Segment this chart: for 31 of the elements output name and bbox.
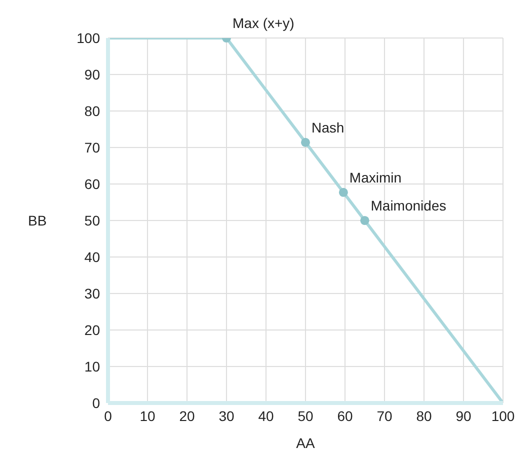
point [338,188,348,197]
x-tick-label: 50 [298,408,314,424]
annotation: Max (x+y) [232,15,294,31]
point [300,138,310,147]
y-tick-label: 90 [84,66,100,82]
annotation: Maximin [349,169,402,186]
x-tick-label: 20 [179,408,195,424]
annotation: Nash [312,119,344,136]
y-tick-label: 20 [84,322,100,338]
y-tick-label: 0 [92,394,100,411]
y-tick-label: 50 [84,212,100,228]
annotation: Maimonides [370,198,446,214]
y-tick-label: 10 [84,358,100,374]
x-tick-label: 30 [218,408,234,424]
y-tick-label: 30 [84,285,100,302]
x-tick-label: 90 [456,408,472,424]
y-tick-label: 40 [84,248,100,265]
y-tick-label: 100 [76,30,100,46]
x-tick-label: 60 [337,408,353,424]
x-tick-label: 100 [491,408,515,424]
x-tick-label: 40 [258,408,274,424]
x-tick-label: 70 [376,408,392,424]
y-tick-label: 80 [84,102,100,119]
y-axis-title: BB [28,212,47,228]
x-axis-title: AA [296,435,316,451]
x-tick-label: 10 [140,408,156,424]
x-tick-label: 80 [416,408,432,424]
x-tick-label: 0 [104,408,112,424]
y-tick-label: 60 [84,176,100,192]
y-tick-label: 70 [84,139,100,156]
point [360,216,370,226]
